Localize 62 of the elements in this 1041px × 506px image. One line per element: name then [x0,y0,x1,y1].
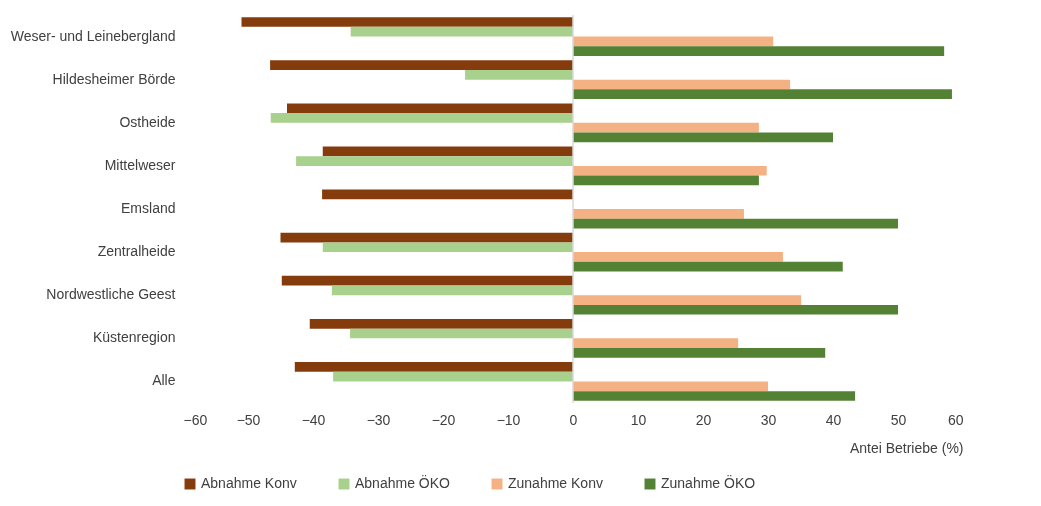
x-axis-title: Antei Betriebe (%) [849,439,964,456]
legend-label: Abnahme Konv [201,475,297,491]
bar [322,242,573,253]
y-tick-label: Emsland [121,200,176,216]
bar [573,381,768,392]
bar [281,275,573,286]
x-tick-label: −60 [183,411,208,428]
bar [573,132,833,143]
y-tick-label: Ostheide [119,113,176,130]
bar [573,122,759,133]
bar [573,391,856,401]
bar [573,89,952,100]
bar [270,60,573,70]
x-tick-label: 50 [890,411,907,428]
x-tick-label: −10 [496,411,521,428]
bar [270,113,573,123]
x-tick-label: 60 [947,411,964,428]
x-tick-label: 10 [630,411,647,428]
y-tick-label: Alle [152,372,176,389]
y-tick-label: Zentralheide [97,243,176,260]
x-tick-label: −20 [431,411,456,428]
legend-label: Zunahme Konv [508,475,603,491]
bar [322,146,573,157]
bar [296,156,573,166]
x-tick-label: −50 [236,411,261,428]
bar [280,232,573,243]
bar [573,79,791,90]
bar [241,17,573,27]
legend-label: Zunahme ÖKO [661,474,756,491]
bar [333,371,573,382]
bar [573,261,843,272]
x-tick-label: −30 [366,411,391,428]
y-tick-label: Weser- und Leinebergland [10,27,176,44]
bar [573,175,759,186]
bar [309,318,573,329]
x-tick-label: 0 [569,411,578,428]
x-tick-label: 30 [760,411,777,428]
x-tick-label: 40 [825,411,842,428]
bar [294,362,573,372]
bar [573,36,774,47]
bar [573,295,802,305]
bar [322,189,573,200]
y-tick-label: Hildesheimer Börde [52,70,176,87]
bar [573,338,739,349]
x-tick-label: 20 [695,411,712,428]
y-tick-label: Mittelweser [104,156,176,173]
bar [573,209,744,219]
legend-label: Abnahme ÖKO [355,474,451,491]
bar [350,328,573,339]
bar [573,252,783,262]
y-tick-label: Nordwestliche Geest [46,286,176,303]
bar [287,103,573,114]
bar [465,69,573,80]
bar [573,218,898,229]
bar [573,348,826,358]
bar [573,46,945,56]
bar [350,26,573,37]
x-tick-label: −40 [301,411,326,428]
y-tick-label: Küstenregion [92,329,176,346]
bar [573,165,767,176]
bar [331,285,573,296]
bar [573,304,898,315]
